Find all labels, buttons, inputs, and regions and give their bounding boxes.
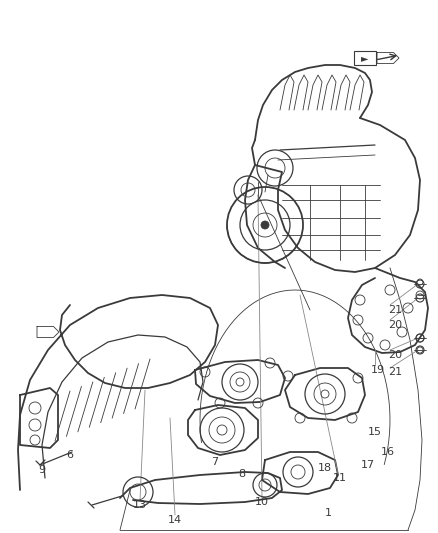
Text: 15: 15 bbox=[368, 427, 382, 437]
Text: 7: 7 bbox=[212, 457, 219, 467]
Text: 17: 17 bbox=[361, 460, 375, 470]
Text: 20: 20 bbox=[388, 320, 402, 330]
Text: 14: 14 bbox=[168, 515, 182, 525]
Text: 16: 16 bbox=[381, 447, 395, 457]
Text: 11: 11 bbox=[333, 473, 347, 483]
Text: 19: 19 bbox=[371, 365, 385, 375]
Circle shape bbox=[261, 221, 269, 229]
Text: 21: 21 bbox=[388, 367, 402, 377]
FancyBboxPatch shape bbox=[354, 51, 376, 65]
Text: 8: 8 bbox=[238, 469, 246, 479]
Text: 18: 18 bbox=[318, 463, 332, 473]
Text: 10: 10 bbox=[255, 497, 269, 507]
Text: 20: 20 bbox=[388, 350, 402, 360]
Text: 13: 13 bbox=[133, 500, 147, 510]
Text: 9: 9 bbox=[39, 465, 46, 475]
Text: 21: 21 bbox=[388, 305, 402, 315]
Text: ►: ► bbox=[361, 53, 369, 63]
Text: 6: 6 bbox=[67, 450, 74, 460]
Text: 1: 1 bbox=[325, 508, 332, 518]
